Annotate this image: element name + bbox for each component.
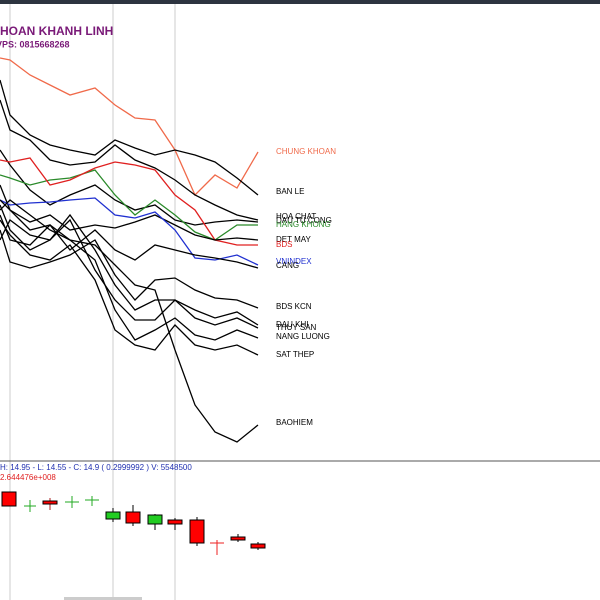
line-label: DAU KHI xyxy=(276,320,308,329)
line-label: DAU TU CONG xyxy=(276,216,332,225)
line-label: BDS KCN xyxy=(276,302,312,311)
title: HOAN KHANH LINH xyxy=(0,24,113,38)
line-label: CANG xyxy=(276,261,299,270)
line-label: HOA CHAT xyxy=(276,212,316,221)
scrollbar[interactable] xyxy=(64,597,142,600)
line-label: THUY SAN xyxy=(276,323,317,332)
line-label: DET MAY xyxy=(276,235,311,244)
line-labels: CHUNG KHOAN BAN LE HOA CHAT DAU TU CONG … xyxy=(276,147,336,427)
index-lines xyxy=(0,57,259,443)
line-label: SAT THEP xyxy=(276,350,314,359)
line-label: CHUNG KHOAN xyxy=(276,147,336,156)
ohlc-readout: H: 14.95 - L: 14.55 - C: 14.9 ( 0.299999… xyxy=(0,463,192,472)
top-bar xyxy=(0,0,600,4)
line-label: HANG KHONG xyxy=(276,220,331,229)
line-label: BDS xyxy=(276,240,292,249)
volume-readout: 2.644476e+008 xyxy=(0,473,56,482)
phone: VPS: 0815668268 xyxy=(0,39,70,49)
line-label: VNINDEX xyxy=(276,257,312,266)
line-label: BAN LE xyxy=(276,187,304,196)
candles xyxy=(1,491,266,555)
line-label: BAOHIEM xyxy=(276,418,313,427)
line-label: NANG LUONG xyxy=(276,332,330,341)
